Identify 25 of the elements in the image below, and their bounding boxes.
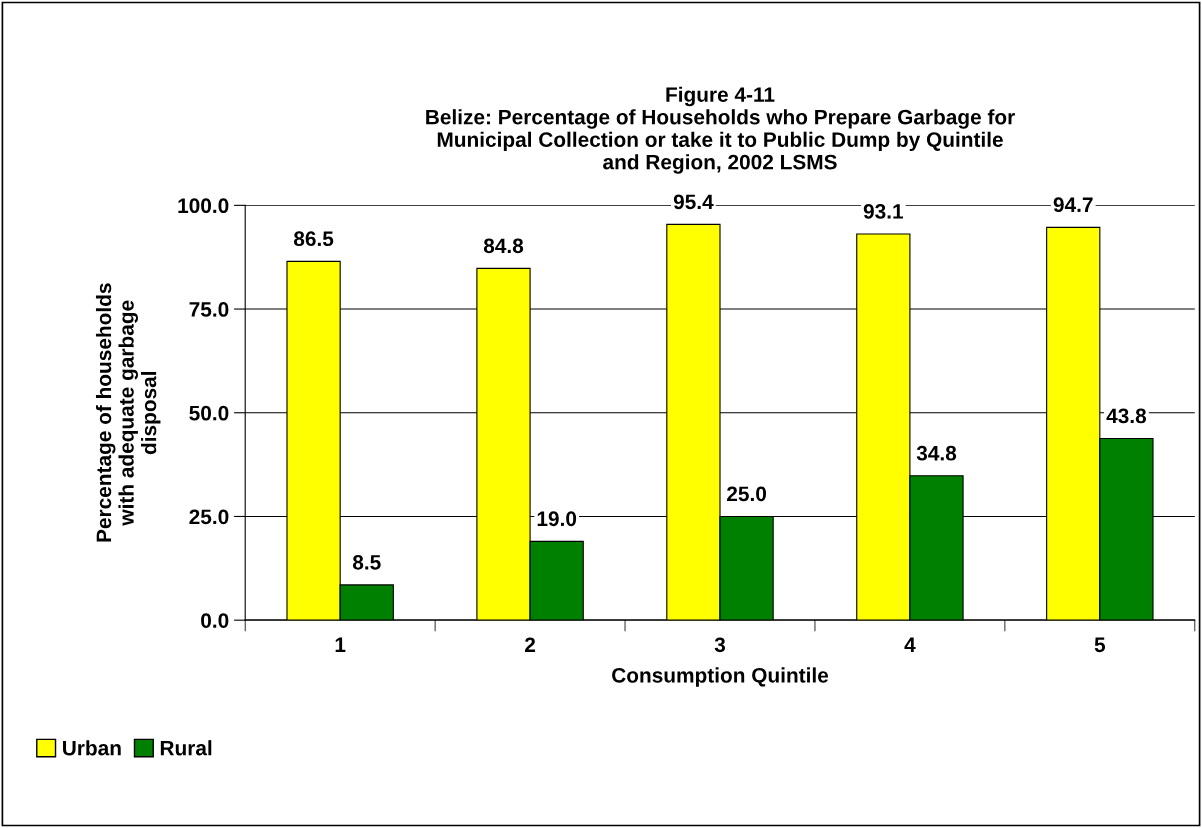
y-tick-label: 0.0 xyxy=(201,613,229,628)
x-tick-label: 2 xyxy=(525,637,536,652)
text: 19.0 xyxy=(537,511,577,527)
text: 25.0 xyxy=(727,486,767,502)
text: 43.8 xyxy=(1106,408,1147,424)
text: 95.4 xyxy=(673,194,714,210)
x-tick-label: 4 xyxy=(904,637,916,652)
y-tick-label: 75.0 xyxy=(189,302,229,317)
y-tick-label: 25.0 xyxy=(189,509,229,525)
x-tick-label: 5 xyxy=(1094,637,1106,653)
legend-label: Rural xyxy=(160,740,212,756)
x-tick-label: 3 xyxy=(714,637,726,653)
x-tick-label: 1 xyxy=(335,637,346,652)
y-tick-label: 100.0 xyxy=(178,198,229,214)
y-axis-title: Percentage of households with adequate garbage disposal xyxy=(95,283,161,542)
legend-label: Urban xyxy=(63,740,121,756)
text: 86.5 xyxy=(293,231,334,247)
text: 8.5 xyxy=(352,554,381,570)
x-axis-title: Consumption Quintile xyxy=(612,667,829,687)
y-tick-label: 50.0 xyxy=(189,405,229,421)
text: 93.1 xyxy=(863,203,904,219)
chart-title: Figure 4-11 Belize: Percentage of Households who Prepare Garbage for Municipal Collection or take it to Public Dump by Quintile and Region, 2002 LSMS xyxy=(426,86,1015,174)
text: 84.8 xyxy=(483,238,524,254)
text: 94.7 xyxy=(1053,197,1093,213)
text: 34.8 xyxy=(916,445,957,461)
